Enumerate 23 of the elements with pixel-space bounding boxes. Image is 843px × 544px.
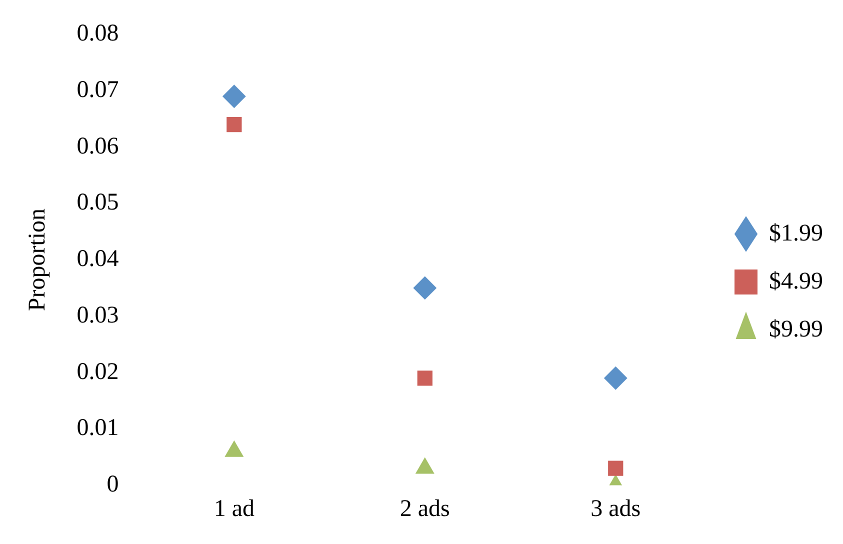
legend-label: $9.99 (769, 316, 823, 342)
y-tick-label: 0.01 (76, 415, 119, 442)
point (225, 440, 244, 457)
y-tick-label: 0.03 (76, 302, 119, 328)
y-tick-label: 0.06 (76, 133, 119, 160)
y-tick-label: 0.08 (76, 20, 119, 47)
y-tick-label: 0.02 (76, 358, 119, 385)
y-tick-label: 0 (106, 471, 119, 498)
y-tick-label: 0.05 (76, 190, 119, 216)
y-axis-title: Proportion (24, 208, 51, 312)
x-tick-label: 1 ad (214, 496, 254, 522)
point (417, 370, 432, 386)
point (416, 458, 434, 474)
legend-label: $4.99 (769, 268, 823, 294)
point (222, 84, 246, 108)
legend-label: $1.99 (769, 220, 823, 246)
point (226, 116, 242, 132)
point (413, 276, 436, 300)
x-tick-label: 3 ads (590, 496, 641, 522)
y-tick-label: 0.04 (76, 246, 119, 272)
x-tick-label: 2 ads (400, 496, 450, 522)
y-tick-label: 0.07 (76, 77, 119, 104)
point (604, 366, 628, 390)
